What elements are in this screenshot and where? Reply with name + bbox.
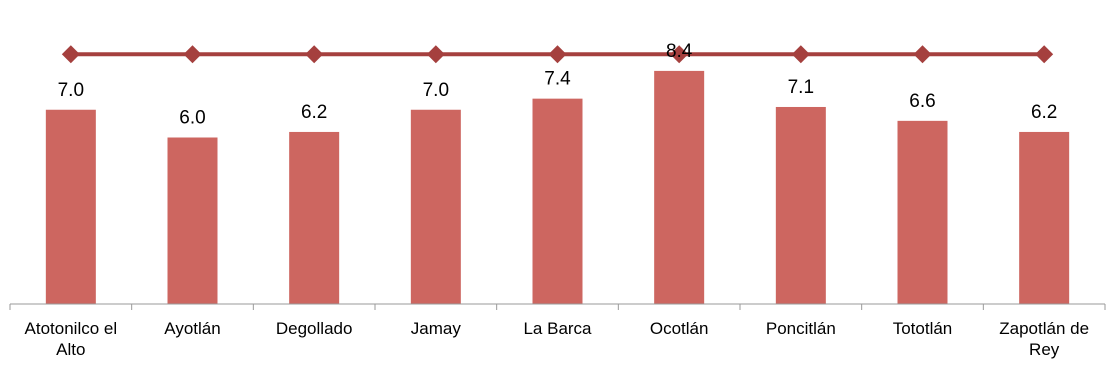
- category-label: Tototlán: [893, 319, 953, 338]
- bar: [532, 98, 583, 305]
- bar: [1019, 131, 1070, 304]
- data-label: 6.6: [909, 91, 935, 112]
- line-layer: [61, 45, 1054, 64]
- category-label: Degollado: [276, 319, 353, 338]
- category-label: Atotonilco el Alto: [25, 319, 118, 359]
- bar: [167, 137, 218, 304]
- line-marker: [61, 45, 80, 64]
- category-label-line: La Barca: [523, 319, 592, 338]
- data-label: 6.2: [301, 102, 327, 123]
- bar: [289, 131, 340, 304]
- bar: [775, 106, 826, 304]
- category-label: Ocotlán: [650, 319, 709, 338]
- category-label-line: Zapotlán de: [999, 319, 1089, 338]
- category-label-line: Tototlán: [893, 319, 953, 338]
- x-axis-ticks: [9, 304, 1106, 310]
- data-label: 7.0: [423, 80, 449, 101]
- category-label: Jamay: [411, 319, 462, 338]
- category-label-line: Ocotlán: [650, 319, 709, 338]
- category-label: Zapotlán de Rey: [999, 319, 1089, 359]
- line-marker: [913, 45, 932, 64]
- category-label: Ayotlán: [164, 319, 220, 338]
- line-marker: [426, 45, 445, 64]
- category-label: La Barca: [523, 319, 592, 338]
- bar: [897, 120, 948, 304]
- line-marker: [791, 45, 810, 64]
- category-label-line: Ayotlán: [164, 319, 220, 338]
- line-marker: [305, 45, 324, 64]
- category-label-line: Degollado: [276, 319, 353, 338]
- bar: [410, 109, 461, 304]
- line-marker: [1035, 45, 1054, 64]
- line-marker: [548, 45, 567, 64]
- category-label-line: Rey: [1029, 340, 1060, 359]
- data-label: 8.4: [666, 41, 693, 62]
- category-label-line: Jamay: [411, 319, 462, 338]
- category-labels: Atotonilco el Alto Ayotlán Degollado Jamay La…: [25, 319, 1090, 359]
- data-label: 7.1: [788, 77, 814, 98]
- line-marker: [670, 45, 689, 64]
- bars-layer: [45, 70, 1070, 305]
- line-marker: [183, 45, 202, 64]
- data-labels: 7.0 6.0 6.2 7.0 7.4 8.4 7.1 6.6 6.2: [58, 41, 1058, 129]
- data-label: 6.2: [1031, 102, 1057, 123]
- category-label-line: Poncitlán: [766, 319, 836, 338]
- category-label: Poncitlán: [766, 319, 836, 338]
- data-label: 7.4: [544, 69, 571, 90]
- category-label-line: Alto: [56, 340, 85, 359]
- data-label: 7.0: [58, 80, 84, 101]
- bar: [45, 109, 96, 304]
- data-label: 6.0: [179, 108, 205, 129]
- category-label-line: Atotonilco el: [25, 319, 118, 338]
- bar: [654, 70, 705, 305]
